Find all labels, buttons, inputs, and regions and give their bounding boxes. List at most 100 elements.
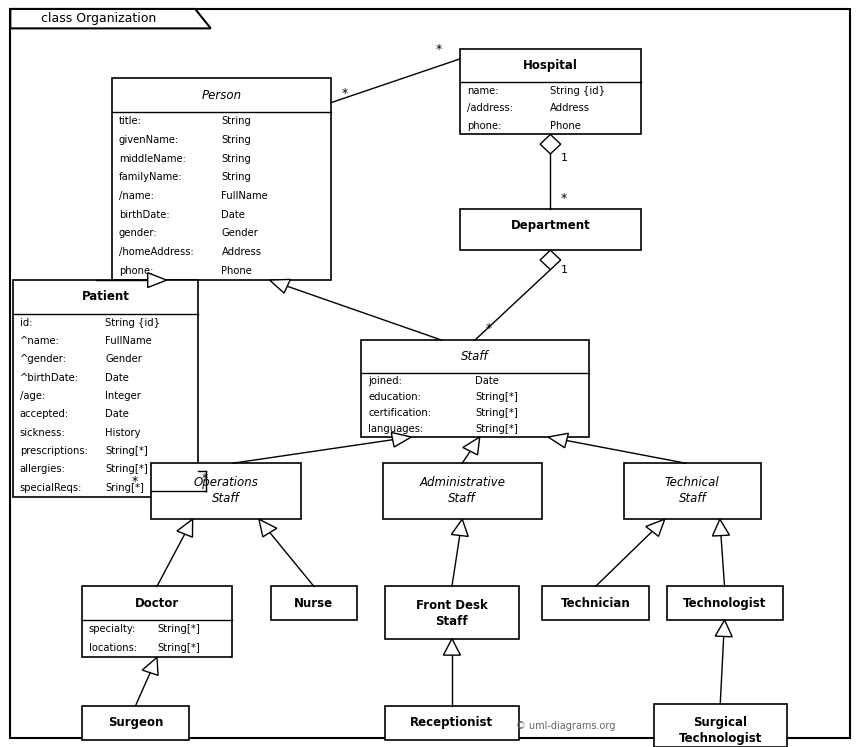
Text: familyName:: familyName:	[119, 173, 182, 182]
Text: *: *	[561, 192, 567, 205]
Polygon shape	[548, 433, 568, 447]
Text: *: *	[436, 43, 442, 56]
Text: String: String	[222, 117, 251, 126]
Text: Address: Address	[222, 247, 261, 257]
Text: /age:: /age:	[20, 391, 45, 401]
Text: String: String	[222, 135, 251, 145]
Text: Department: Department	[511, 220, 590, 232]
Text: ^birthDate:: ^birthDate:	[20, 373, 79, 382]
Text: String[*]: String[*]	[157, 643, 200, 653]
Text: Nurse: Nurse	[294, 597, 334, 610]
Text: FullName: FullName	[105, 336, 152, 346]
Text: String[*]: String[*]	[475, 424, 518, 434]
Polygon shape	[712, 519, 729, 536]
Text: id:: id:	[20, 317, 33, 328]
Text: 1: 1	[561, 152, 568, 163]
Polygon shape	[148, 273, 167, 288]
Text: String: String	[222, 154, 251, 164]
Text: *: *	[341, 87, 347, 99]
FancyBboxPatch shape	[654, 704, 787, 747]
Polygon shape	[391, 433, 411, 447]
Text: *: *	[202, 472, 208, 485]
Text: String[*]: String[*]	[105, 465, 148, 474]
Text: ^name:: ^name:	[20, 336, 59, 346]
FancyBboxPatch shape	[460, 49, 641, 134]
Text: © uml-diagrams.org: © uml-diagrams.org	[516, 721, 616, 731]
Polygon shape	[270, 279, 291, 293]
Text: /homeAddress:: /homeAddress:	[119, 247, 194, 257]
Text: prescriptions:: prescriptions:	[20, 446, 88, 456]
Text: middleName:: middleName:	[119, 154, 186, 164]
Text: *: *	[485, 323, 492, 335]
Text: gender:: gender:	[119, 229, 157, 238]
Text: History: History	[105, 427, 141, 438]
FancyBboxPatch shape	[150, 463, 301, 519]
Text: Date: Date	[105, 373, 129, 382]
FancyBboxPatch shape	[13, 280, 198, 497]
Text: String[*]: String[*]	[157, 624, 200, 634]
Text: Technician: Technician	[561, 597, 630, 610]
Text: Receptionist: Receptionist	[410, 716, 494, 729]
Text: Gender: Gender	[222, 229, 258, 238]
Text: title:: title:	[119, 117, 142, 126]
Text: Integer: Integer	[105, 391, 141, 401]
Text: phone:: phone:	[119, 266, 153, 276]
Text: Surgeon: Surgeon	[108, 716, 163, 729]
Text: Gender: Gender	[105, 354, 142, 365]
Text: Phone: Phone	[550, 121, 581, 131]
Text: Person: Person	[201, 89, 242, 102]
Text: Operations
Staff: Operations Staff	[194, 476, 258, 505]
Text: Doctor: Doctor	[135, 597, 179, 610]
FancyBboxPatch shape	[624, 463, 761, 519]
Text: String {id}: String {id}	[550, 86, 605, 96]
Text: Sring[*]: Sring[*]	[105, 483, 144, 492]
Text: Date: Date	[475, 376, 499, 386]
Polygon shape	[444, 639, 460, 655]
Text: 1: 1	[561, 264, 568, 275]
Polygon shape	[10, 9, 211, 28]
Text: specialReqs:: specialReqs:	[20, 483, 83, 492]
Text: Technologist: Technologist	[683, 597, 766, 610]
Text: class Organization: class Organization	[41, 12, 157, 25]
Text: specialty:: specialty:	[89, 624, 136, 634]
Text: Phone: Phone	[222, 266, 252, 276]
Text: Surgical
Technologist: Surgical Technologist	[679, 716, 762, 746]
Text: birthDate:: birthDate:	[119, 210, 169, 220]
Text: givenName:: givenName:	[119, 135, 179, 145]
Polygon shape	[259, 519, 277, 537]
FancyBboxPatch shape	[542, 586, 649, 620]
Polygon shape	[452, 519, 468, 536]
Text: String[*]: String[*]	[475, 392, 518, 402]
Text: Technical
Staff: Technical Staff	[665, 476, 720, 505]
FancyBboxPatch shape	[10, 9, 850, 738]
FancyBboxPatch shape	[271, 586, 357, 620]
Text: Staff: Staff	[461, 350, 489, 363]
Text: Address: Address	[550, 103, 591, 114]
Polygon shape	[177, 519, 193, 537]
FancyBboxPatch shape	[82, 706, 189, 740]
FancyBboxPatch shape	[82, 586, 232, 657]
FancyBboxPatch shape	[361, 340, 589, 437]
FancyBboxPatch shape	[385, 586, 519, 639]
Text: String: String	[222, 173, 251, 182]
Text: Patient: Patient	[82, 291, 129, 303]
Text: Front Desk
Staff: Front Desk Staff	[416, 599, 488, 628]
Text: String[*]: String[*]	[475, 408, 518, 418]
Polygon shape	[646, 519, 665, 536]
Polygon shape	[463, 437, 480, 455]
Text: sickness:: sickness:	[20, 427, 65, 438]
Polygon shape	[540, 250, 561, 270]
Text: FullName: FullName	[222, 191, 268, 201]
Text: Date: Date	[105, 409, 129, 419]
Text: locations:: locations:	[89, 643, 137, 653]
Text: name:: name:	[467, 86, 499, 96]
Text: Hospital: Hospital	[523, 59, 578, 72]
Text: Administrative
Staff: Administrative Staff	[420, 476, 506, 505]
Polygon shape	[716, 620, 732, 636]
Text: accepted:: accepted:	[20, 409, 69, 419]
Polygon shape	[142, 657, 158, 675]
Text: Date: Date	[222, 210, 245, 220]
Text: /address:: /address:	[467, 103, 513, 114]
FancyBboxPatch shape	[383, 463, 542, 519]
Text: String {id}: String {id}	[105, 317, 161, 328]
